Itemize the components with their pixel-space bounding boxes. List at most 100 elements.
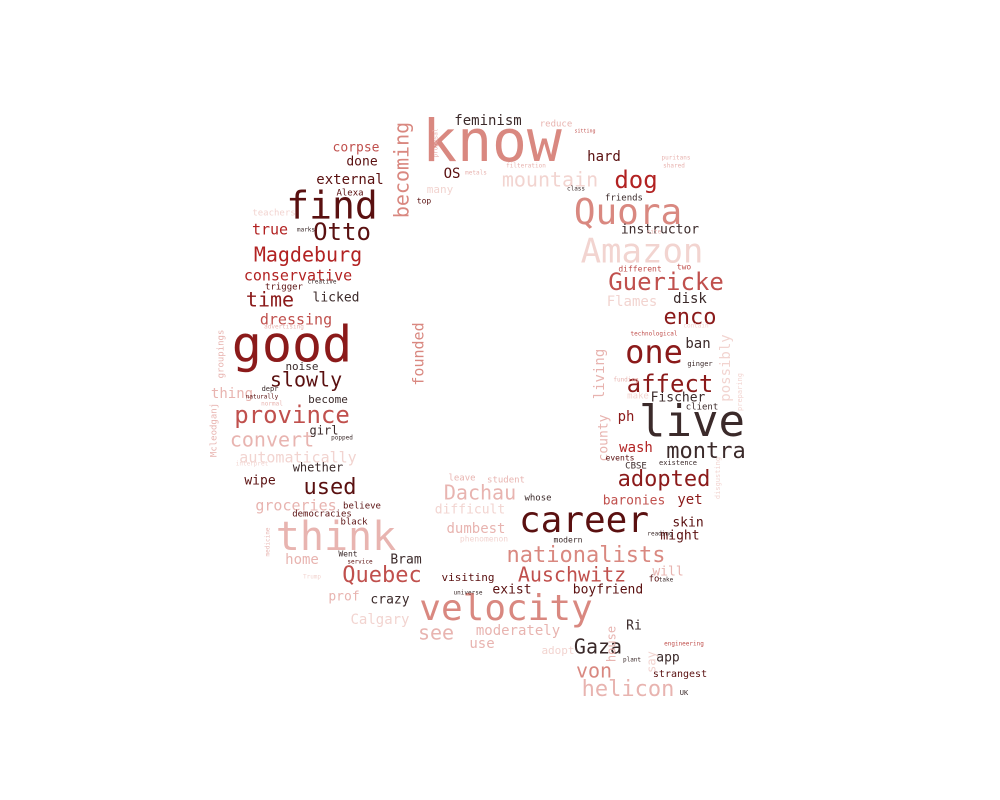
word-think: think xyxy=(276,514,396,560)
word-baronies: baronies xyxy=(603,494,666,509)
word-adopted: adopted xyxy=(618,467,711,492)
word-puritans: puritans xyxy=(662,155,691,162)
word-dumbest: dumbest xyxy=(446,521,505,537)
word-advertising: advertising xyxy=(264,324,304,331)
word-founded: founded xyxy=(410,322,428,385)
word-trump: Trump xyxy=(303,574,321,581)
word-universe: universe xyxy=(454,590,483,597)
word-ban: ban xyxy=(685,336,710,352)
word-filteration: filteration xyxy=(506,163,546,170)
word-find: find xyxy=(286,184,378,228)
word-app: app xyxy=(656,651,680,666)
word-metals: metals xyxy=(465,170,487,177)
word-ri: Ri xyxy=(626,619,642,634)
word-site: site xyxy=(647,229,662,236)
word-class: class xyxy=(567,186,585,193)
word-reduce: reduce xyxy=(540,120,573,130)
word-girl: girl xyxy=(310,424,339,438)
word-done: done xyxy=(346,155,377,170)
word-different: different xyxy=(618,265,662,274)
word-whether: whether xyxy=(293,461,344,475)
word-alexa: Alexa xyxy=(336,189,363,199)
word-external: external xyxy=(316,172,383,188)
word-dressing: dressing xyxy=(260,311,332,329)
word-technological: technological xyxy=(631,331,678,338)
word-black: black xyxy=(340,518,368,528)
word-boyfriend: boyfriend xyxy=(573,583,643,598)
word-many: many xyxy=(427,183,454,196)
word-good: good xyxy=(232,316,352,374)
word-fischer: Fischer xyxy=(651,391,706,406)
word-moderately: moderately xyxy=(476,623,560,639)
word-prof: prof xyxy=(328,590,359,605)
word-os: OS xyxy=(444,166,461,182)
word-strangest: strangest xyxy=(653,669,707,680)
word-von: von xyxy=(576,659,612,683)
word-living: living xyxy=(592,349,608,400)
word-existence: existence xyxy=(659,459,697,467)
word-sitting: sitting xyxy=(574,129,595,135)
word-home: home xyxy=(285,552,319,568)
word-quora: Quora xyxy=(574,192,682,233)
word-take: take xyxy=(659,577,674,584)
word-funding: funding xyxy=(613,377,639,384)
word-preparing: preparing xyxy=(736,373,744,411)
word-affect: affect xyxy=(627,370,714,398)
word-amazon: Amazon xyxy=(581,232,704,272)
word-calgary: Calgary xyxy=(350,612,409,628)
word-velocity: velocity xyxy=(419,588,592,629)
word-modern: modern xyxy=(554,536,583,545)
word-student: student xyxy=(487,476,525,486)
word-dog: dog xyxy=(614,166,657,194)
word-magdeburg: Magdeburg xyxy=(254,243,362,267)
word-one: one xyxy=(625,333,683,371)
word-become: become xyxy=(308,393,348,406)
word-make: make xyxy=(627,392,649,402)
word-true: true xyxy=(252,221,288,239)
word-ph: ph xyxy=(618,409,635,425)
word-slowly: slowly xyxy=(270,368,342,392)
word-guericke: Guericke xyxy=(608,268,724,296)
word-helicon: helicon xyxy=(582,677,675,702)
word-use: use xyxy=(469,636,494,652)
word-becoming: becoming xyxy=(390,122,414,218)
word-used: used xyxy=(304,475,357,500)
word-nationalists: nationalists xyxy=(507,543,666,568)
word-might: might xyxy=(660,529,699,544)
word-otto: Otto xyxy=(313,218,371,246)
word-top: top xyxy=(417,197,432,206)
word-medicine: medicine xyxy=(265,527,272,556)
word-normal: normal xyxy=(261,401,283,408)
word-gaza: Gaza xyxy=(574,635,622,659)
word-live: live xyxy=(639,396,745,447)
word-disk: disk xyxy=(673,291,707,307)
word-say: say xyxy=(645,651,659,673)
word-enco: enco xyxy=(664,305,717,330)
word-naturally: naturally xyxy=(246,394,279,401)
word-believe: believe xyxy=(343,502,381,512)
word-went: Went xyxy=(338,550,357,559)
word-two: two xyxy=(677,263,692,272)
word-trigger: trigger xyxy=(265,283,304,293)
word-uk: UK xyxy=(680,689,689,697)
word-difficult: difficult xyxy=(435,503,505,518)
word-montra: montra xyxy=(666,439,745,464)
word-interpret: interpret xyxy=(236,461,269,468)
word-licked: licked xyxy=(313,291,360,306)
word-wash: wash xyxy=(619,440,653,456)
word-popped: popped xyxy=(331,435,353,442)
word-quebec: Quebec xyxy=(342,563,421,588)
word-time: time xyxy=(246,288,294,312)
word-flames: Flames xyxy=(607,294,658,310)
word-service: service xyxy=(347,559,373,566)
word-wipe: wipe xyxy=(244,474,275,489)
word-noise: noise xyxy=(285,360,318,373)
word-convert: convert xyxy=(230,428,314,452)
word-phenomenon: phenomenon xyxy=(460,535,508,544)
word-auschwitz: Auschwitz xyxy=(518,563,626,587)
word-thing: thing xyxy=(211,386,253,402)
word-reading: reading xyxy=(647,531,673,538)
word-feminism: feminism xyxy=(454,113,521,129)
word-possibly: possibly xyxy=(718,334,734,401)
word-visiting: visiting xyxy=(442,571,495,584)
